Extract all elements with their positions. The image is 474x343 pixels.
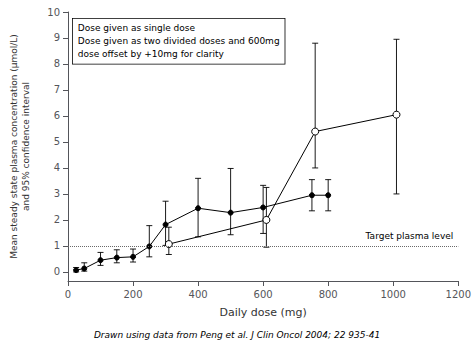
svg-text:dose offset by +10mg for clari: dose offset by +10mg for clarity bbox=[78, 49, 225, 59]
svg-text:Dose given as single dose: Dose given as single dose bbox=[78, 23, 196, 33]
svg-text:600: 600 bbox=[254, 289, 273, 300]
svg-text:Daily dose (mg): Daily dose (mg) bbox=[219, 306, 306, 319]
svg-text:4: 4 bbox=[54, 162, 60, 173]
svg-text:400: 400 bbox=[189, 289, 208, 300]
svg-text:6: 6 bbox=[54, 110, 60, 121]
svg-text:10: 10 bbox=[47, 7, 60, 18]
svg-text:0: 0 bbox=[54, 266, 60, 277]
svg-text:0: 0 bbox=[65, 289, 71, 300]
svg-text:1000: 1000 bbox=[381, 289, 406, 300]
svg-text:7: 7 bbox=[54, 84, 60, 95]
svg-text:5: 5 bbox=[54, 136, 60, 147]
svg-text:Drawn using data from Peng et: Drawn using data from Peng et al. J Clin… bbox=[94, 330, 380, 340]
svg-text:1: 1 bbox=[54, 240, 60, 251]
svg-text:800: 800 bbox=[319, 289, 338, 300]
svg-text:2: 2 bbox=[54, 214, 60, 225]
svg-text:9: 9 bbox=[54, 32, 60, 43]
svg-text:8: 8 bbox=[54, 58, 60, 69]
svg-text:1200: 1200 bbox=[446, 289, 471, 300]
svg-text:3: 3 bbox=[54, 188, 60, 199]
svg-text:200: 200 bbox=[123, 289, 142, 300]
svg-text:Dose given as two divided dose: Dose given as two divided doses and 600m… bbox=[78, 36, 280, 46]
svg-text:and 95% confidence interval: and 95% confidence interval bbox=[21, 82, 31, 211]
svg-text:Mean steady state plasma conce: Mean steady state plasma concentration (… bbox=[9, 34, 19, 259]
svg-text:Target plasma level: Target plasma level bbox=[365, 231, 454, 241]
